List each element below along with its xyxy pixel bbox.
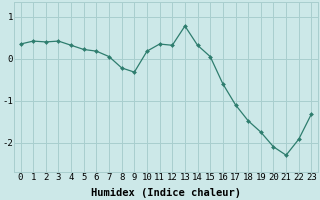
X-axis label: Humidex (Indice chaleur): Humidex (Indice chaleur) (91, 188, 241, 198)
